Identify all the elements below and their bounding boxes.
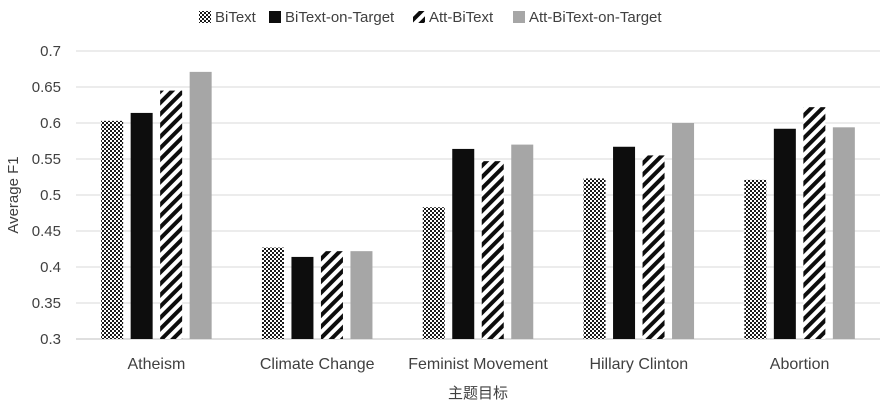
bar-bitext-atheism	[101, 120, 124, 339]
axes: 0.3 0.35 0.4 0.45 0.5 0.55 0.6 0.65 0.7 Atheism Cl…	[32, 43, 830, 373]
bar-att-bitext-on-target-hillary-clinton	[672, 123, 695, 339]
legend-swatch	[413, 11, 425, 23]
y-tick-label: 0.65	[32, 79, 61, 96]
bars	[101, 71, 855, 339]
y-tick-label: 0.6	[40, 115, 61, 132]
bar-bitext-on-target-hillary-clinton	[613, 146, 636, 339]
legend-label: BiText-on-Target	[285, 9, 395, 26]
bar-att-bitext-climate-change	[320, 251, 343, 339]
y-tick-label: 0.35	[32, 295, 61, 312]
bar-att-bitext-on-target-abortion	[832, 127, 855, 339]
legend-item: BiText-on-Target	[269, 9, 395, 26]
bar-att-bitext-feminist-movement	[481, 161, 504, 339]
y-tick-label: 0.7	[40, 43, 61, 60]
bar-bitext-on-target-abortion	[773, 128, 796, 339]
bar-att-bitext-hillary-clinton	[642, 155, 665, 339]
bar-bitext-feminist-movement	[422, 207, 445, 339]
legend-item: BiText	[199, 9, 257, 26]
bar-bitext-on-target-climate-change	[291, 256, 314, 339]
y-tick-label: 0.4	[40, 259, 61, 276]
bar-bitext-hillary-clinton	[583, 178, 606, 339]
x-tick-label: Abortion	[770, 356, 830, 373]
y-tick-label: 0.3	[40, 331, 61, 348]
y-axis-title: Average F1	[5, 156, 22, 233]
x-tick-label: Hillary Clinton	[589, 356, 688, 373]
x-tick-label: Climate Change	[260, 356, 375, 373]
bar-att-bitext-on-target-feminist-movement	[511, 144, 534, 339]
bar-bitext-abortion	[744, 179, 767, 339]
y-tick-label: 0.45	[32, 223, 61, 240]
legend: BiText BiText-on-Target Att-BiText Att-BiTe…	[199, 9, 662, 26]
bar-att-bitext-abortion	[803, 107, 826, 339]
y-tick-label: 0.55	[32, 151, 61, 168]
bar-att-bitext-on-target-climate-change	[350, 251, 373, 339]
y-tick-label: 0.5	[40, 187, 61, 204]
bar-att-bitext-atheism	[160, 90, 183, 339]
legend-item: Att-BiText-on-Target	[513, 9, 662, 26]
bar-bitext-on-target-atheism	[130, 112, 153, 339]
legend-swatch	[199, 11, 211, 23]
legend-label: Att-BiText	[429, 9, 494, 26]
legend-label: Att-BiText-on-Target	[529, 9, 662, 26]
x-axis-title: 主题目标	[448, 385, 508, 402]
bar-att-bitext-on-target-atheism	[189, 71, 212, 339]
legend-swatch	[269, 11, 281, 23]
bar-bitext-climate-change	[261, 247, 284, 339]
legend-item: Att-BiText	[413, 9, 494, 26]
legend-label: BiText	[215, 9, 257, 26]
x-tick-label: Atheism	[128, 356, 186, 373]
x-tick-label: Feminist Movement	[408, 356, 548, 373]
legend-swatch	[513, 11, 525, 23]
bar-bitext-on-target-feminist-movement	[452, 148, 475, 339]
